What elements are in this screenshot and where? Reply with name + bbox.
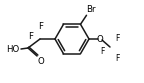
Text: F: F xyxy=(115,54,119,63)
Text: O: O xyxy=(38,57,45,66)
Text: F: F xyxy=(38,22,43,31)
Text: HO: HO xyxy=(6,44,19,54)
Text: F: F xyxy=(115,34,119,43)
Text: O: O xyxy=(97,35,103,43)
Text: Br: Br xyxy=(87,5,96,14)
Text: F: F xyxy=(101,46,105,56)
Text: F: F xyxy=(28,32,33,41)
